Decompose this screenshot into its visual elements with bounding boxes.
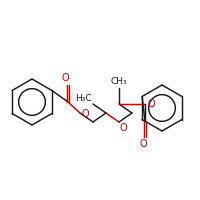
Text: H₃C: H₃C [75,94,92,103]
Text: O: O [139,139,147,149]
Text: CH₃: CH₃ [111,77,127,86]
Text: O: O [120,123,128,133]
Text: O: O [82,109,90,119]
Text: O: O [61,73,69,83]
Text: O: O [147,99,155,109]
